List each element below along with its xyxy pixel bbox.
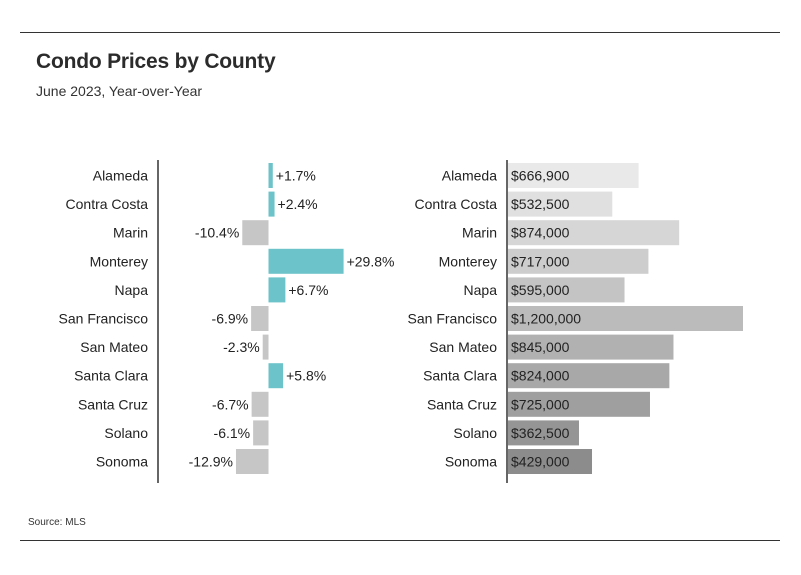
price-category-label: Sonoma bbox=[445, 454, 497, 470]
price-category-label: Contra Costa bbox=[415, 196, 498, 212]
price-bar bbox=[508, 363, 670, 389]
change-category-label: Santa Cruz bbox=[78, 396, 148, 412]
price-bar bbox=[508, 277, 625, 303]
change-value-label: -6.1% bbox=[214, 425, 251, 441]
change-value-label: +29.8% bbox=[347, 253, 395, 269]
price-value-label: $666,900 bbox=[511, 168, 570, 184]
change-bar bbox=[235, 449, 269, 474]
change-bar bbox=[262, 334, 269, 360]
change-value-label: +1.7% bbox=[276, 168, 316, 184]
price-bar bbox=[508, 306, 743, 331]
change-bar bbox=[253, 420, 269, 446]
change-bar bbox=[268, 191, 275, 217]
change-category-label: Marin bbox=[113, 225, 148, 241]
change-category-label: Santa Clara bbox=[74, 368, 148, 384]
chart-subtitle: June 2023, Year-over-Year bbox=[36, 83, 203, 99]
price-bar bbox=[508, 248, 649, 274]
top-rule bbox=[20, 32, 780, 33]
change-bar bbox=[251, 391, 269, 417]
change-bar bbox=[251, 306, 269, 331]
price-category-label: Santa Cruz bbox=[427, 396, 497, 412]
price-category-label: Santa Clara bbox=[423, 368, 497, 384]
price-value-label: $824,000 bbox=[511, 368, 570, 384]
price-category-label: San Mateo bbox=[429, 339, 497, 355]
change-value-label: -10.4% bbox=[195, 225, 239, 241]
change-category-label: San Francisco bbox=[59, 311, 149, 327]
change-value-label: +5.8% bbox=[286, 368, 326, 384]
price-bar bbox=[508, 191, 613, 217]
change-category-label: Contra Costa bbox=[66, 196, 149, 212]
change-category-label: Sonoma bbox=[96, 454, 148, 470]
change-bar bbox=[268, 163, 273, 188]
price-bar bbox=[508, 420, 579, 446]
price-value-label: $874,000 bbox=[511, 225, 570, 241]
change-value-label: -6.9% bbox=[212, 311, 249, 327]
change-category-label: Napa bbox=[115, 282, 149, 298]
price-value-label: $717,000 bbox=[511, 253, 570, 269]
price-value-label: $429,000 bbox=[511, 454, 570, 470]
change-bar bbox=[268, 248, 344, 274]
price-value-label: $1,200,000 bbox=[511, 311, 581, 327]
price-value-label: $362,500 bbox=[511, 425, 570, 441]
change-bar bbox=[242, 220, 269, 246]
price-value-label: $845,000 bbox=[511, 339, 570, 355]
change-category-label: Monterey bbox=[90, 253, 148, 269]
price-value-label: $725,000 bbox=[511, 396, 570, 412]
change-category-label: San Mateo bbox=[80, 339, 148, 355]
change-value-label: -2.3% bbox=[223, 339, 260, 355]
change-bar bbox=[268, 277, 286, 303]
source-note: Source: MLS bbox=[28, 517, 86, 528]
price-category-label: Solano bbox=[453, 425, 497, 441]
price-category-label: Alameda bbox=[442, 168, 497, 184]
price-category-label: Napa bbox=[464, 282, 498, 298]
price-bar bbox=[508, 391, 650, 417]
bottom-rule bbox=[20, 540, 780, 541]
price-bar bbox=[508, 334, 674, 360]
change-value-label: -6.7% bbox=[212, 396, 249, 412]
price-value-label: $532,500 bbox=[511, 196, 570, 212]
price-bar bbox=[508, 163, 639, 188]
price-category-label: San Francisco bbox=[408, 311, 498, 327]
chart-title: Condo Prices by County bbox=[36, 50, 276, 73]
change-value-label: +6.7% bbox=[288, 282, 328, 298]
price-category-label: Monterey bbox=[439, 253, 497, 269]
price-category-label: Marin bbox=[462, 225, 497, 241]
price-bar bbox=[508, 220, 680, 246]
change-bar bbox=[268, 363, 284, 389]
change-value-label: -12.9% bbox=[189, 454, 233, 470]
change-category-label: Solano bbox=[104, 425, 148, 441]
change-value-label: +2.4% bbox=[278, 196, 318, 212]
change-category-label: Alameda bbox=[93, 168, 148, 184]
price-bar bbox=[508, 449, 593, 474]
price-value-label: $595,000 bbox=[511, 282, 570, 298]
